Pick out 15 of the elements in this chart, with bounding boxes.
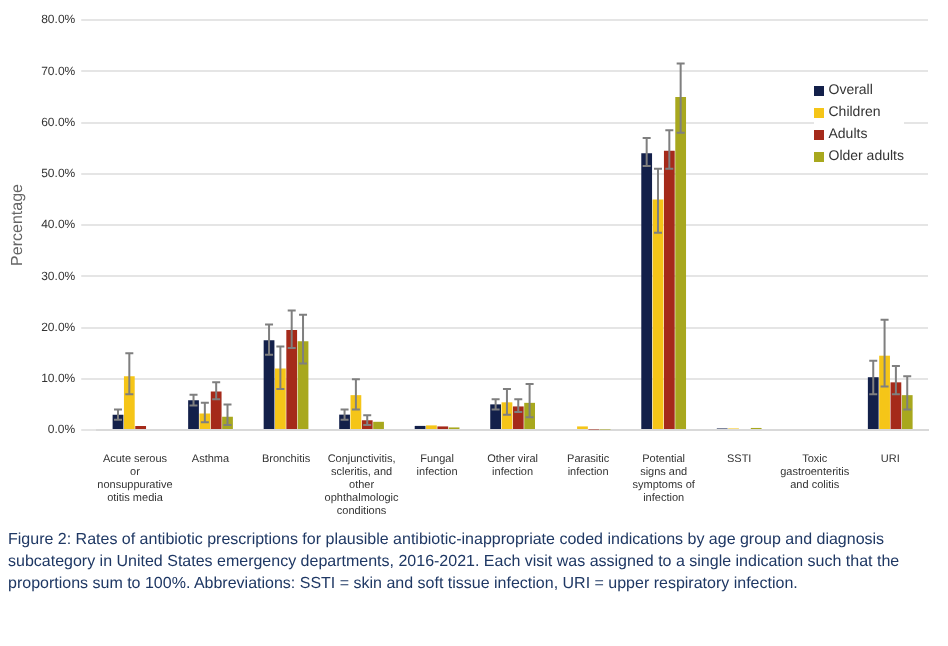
caption: Figure 2: Rates of antibiotic prescriptions for plausible antibiotic-inappropriate coded indications by age group and diagnosis subcategory in United States emergency departments, 2016-2021. Each visit was assigned to a single indication such that the proportions sum to 100%. Abbreviations: SSTI = skin and soft tissue infection, URI = upper respiratory infection. xyxy=(6,528,902,594)
bar xyxy=(675,96,687,429)
bar xyxy=(652,199,664,429)
bar xyxy=(373,421,384,429)
bar xyxy=(663,150,675,429)
bar xyxy=(286,330,298,429)
y-axis-title: Percentage xyxy=(8,182,27,266)
bar xyxy=(188,400,199,429)
bar xyxy=(641,153,653,429)
bar xyxy=(867,377,879,429)
bar xyxy=(274,368,286,429)
bar xyxy=(210,391,222,429)
bar xyxy=(879,355,890,429)
bar xyxy=(123,376,135,429)
bar xyxy=(490,404,501,429)
